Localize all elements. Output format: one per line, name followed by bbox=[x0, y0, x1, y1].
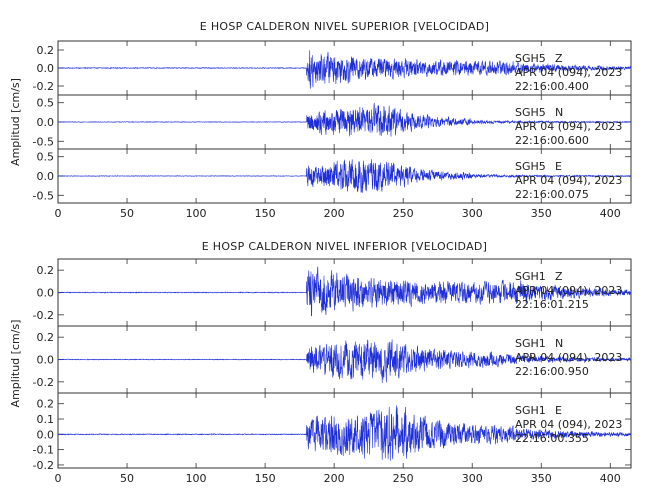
station-code: SGH5 bbox=[515, 160, 546, 173]
y-tick-label: 0.2 bbox=[37, 44, 55, 57]
x-tick-label: 300 bbox=[462, 472, 483, 485]
x-tick-label: 150 bbox=[255, 472, 276, 485]
y-axis-label: Amplitud [cm/s] bbox=[9, 320, 22, 408]
y-tick-label: 0.0 bbox=[37, 116, 55, 129]
x-tick-label: 300 bbox=[462, 207, 483, 220]
chart-nivel-superior: E HOSP CALDERON NIVEL SUPERIOR [VELOCIDA… bbox=[9, 20, 632, 220]
y-tick-label: 0.2 bbox=[37, 264, 55, 277]
charts-layer: E HOSP CALDERON NIVEL SUPERIOR [VELOCIDA… bbox=[9, 20, 632, 485]
component-label: N bbox=[555, 337, 563, 350]
time-label: 22:16:00.600 bbox=[515, 134, 589, 147]
time-label: 22:16:00.075 bbox=[515, 188, 589, 201]
x-tick-label: 150 bbox=[255, 207, 276, 220]
waveform-trace bbox=[58, 405, 632, 461]
y-tick-label: 0.0 bbox=[37, 428, 55, 441]
y-tick-label: 0.0 bbox=[37, 354, 55, 367]
y-tick-label: -0.2 bbox=[33, 309, 54, 322]
x-tick-label: 350 bbox=[531, 472, 552, 485]
date-label: APR 04 (094), 2023 bbox=[515, 351, 622, 364]
x-tick-label: 100 bbox=[186, 207, 207, 220]
chart-title: E HOSP CALDERON NIVEL SUPERIOR [VELOCIDA… bbox=[200, 20, 489, 33]
y-tick-label: 0.0 bbox=[37, 170, 55, 183]
x-tick-label: 50 bbox=[120, 472, 134, 485]
waveform-trace bbox=[57, 266, 632, 317]
y-tick-label: -0.2 bbox=[33, 459, 54, 472]
component-label: E bbox=[555, 160, 562, 173]
time-label: 22:16:00.950 bbox=[515, 365, 589, 378]
x-tick-label: 400 bbox=[600, 472, 621, 485]
date-label: APR 04 (094), 2023 bbox=[515, 120, 622, 133]
station-code: SGH1 bbox=[515, 404, 546, 417]
y-tick-label: 0.0 bbox=[37, 62, 55, 75]
chart-nivel-inferior: E HOSP CALDERON NIVEL INFERIOR [VELOCIDA… bbox=[9, 240, 632, 485]
date-label: APR 04 (094), 2023 bbox=[515, 66, 622, 79]
waveform-trace bbox=[57, 50, 632, 89]
x-tick-label: 0 bbox=[55, 472, 62, 485]
chart-title: E HOSP CALDERON NIVEL INFERIOR [VELOCIDA… bbox=[202, 240, 488, 253]
waveform-trace bbox=[57, 159, 632, 193]
x-tick-label: 0 bbox=[55, 207, 62, 220]
x-tick-label: 200 bbox=[324, 207, 345, 220]
y-tick-label: 0.5 bbox=[37, 97, 55, 110]
y-tick-label: 0.2 bbox=[37, 398, 55, 411]
time-label: 22:16:01.215 bbox=[515, 298, 589, 311]
waveform-trace bbox=[57, 339, 632, 384]
y-tick-label: 0.5 bbox=[37, 151, 55, 164]
y-tick-label: -0.2 bbox=[33, 376, 54, 389]
y-tick-label: 0.0 bbox=[37, 287, 55, 300]
y-axis-label: Amplitud [cm/s] bbox=[9, 78, 22, 166]
time-label: 22:16:00.400 bbox=[515, 80, 589, 93]
x-tick-label: 400 bbox=[600, 207, 621, 220]
station-code: SGH1 bbox=[515, 270, 546, 283]
panel-frame bbox=[57, 392, 632, 469]
x-tick-label: 250 bbox=[393, 207, 414, 220]
x-tick-label: 350 bbox=[531, 207, 552, 220]
x-tick-label: 200 bbox=[324, 472, 345, 485]
time-label: 22:16:00.355 bbox=[515, 432, 589, 445]
station-code: SGH5 bbox=[515, 52, 546, 65]
y-tick-label: -0.2 bbox=[33, 80, 54, 93]
x-tick-label: 250 bbox=[393, 472, 414, 485]
date-label: APR 04 (094), 2023 bbox=[515, 284, 622, 297]
component-label: Z bbox=[555, 52, 563, 65]
date-label: APR 04 (094), 2023 bbox=[515, 174, 622, 187]
y-tick-label: 0.2 bbox=[37, 331, 55, 344]
x-tick-label: 50 bbox=[120, 207, 134, 220]
waveform-trace bbox=[57, 102, 632, 137]
y-tick-label: -0.5 bbox=[33, 189, 54, 202]
y-tick-label: -0.1 bbox=[33, 444, 54, 457]
x-tick-label: 100 bbox=[186, 472, 207, 485]
date-label: APR 04 (094), 2023 bbox=[515, 418, 622, 431]
y-tick-label: 0.1 bbox=[37, 413, 55, 426]
component-label: Z bbox=[555, 270, 563, 283]
station-code: SGH1 bbox=[515, 337, 546, 350]
y-tick-label: -0.5 bbox=[33, 135, 54, 148]
component-label: N bbox=[555, 106, 563, 119]
station-code: SGH5 bbox=[515, 106, 546, 119]
component-label: E bbox=[555, 404, 562, 417]
